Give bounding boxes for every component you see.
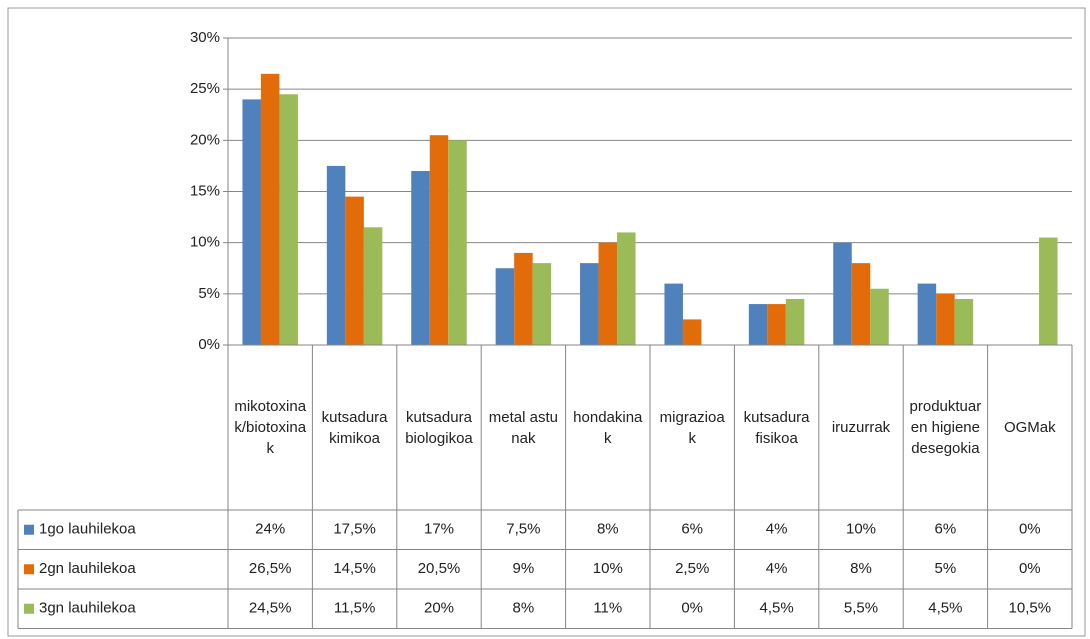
bar	[448, 140, 467, 345]
bar	[870, 288, 889, 345]
value-label: 10%	[846, 521, 876, 538]
bar	[833, 242, 852, 345]
y-tick-label: 5%	[198, 285, 220, 302]
value-label: 0%	[1019, 560, 1041, 577]
legend-label: 3gn lauhilekoa	[39, 600, 136, 617]
category-cell: iruzurrak	[831, 419, 891, 436]
x-tick-label: kutsadura kimikoa	[321, 408, 388, 447]
bar	[363, 227, 383, 345]
category-cell: kutsadura kimikoa	[321, 408, 388, 447]
legend-swatch	[24, 524, 34, 535]
x-tick-label: migrazioak	[659, 408, 725, 447]
value-label: 10%	[593, 560, 623, 577]
legend-label: 2gn lauhilekoa	[39, 560, 136, 577]
category-cell: mikotoxinak/biotoxinak	[234, 398, 307, 457]
x-tick-label: iruzurrak	[831, 419, 891, 436]
category-cell: migrazioak	[659, 408, 725, 447]
legend-swatch	[24, 603, 34, 614]
value-label: 11,5%	[334, 600, 375, 617]
x-tick-label: kutsadura biologikoa	[405, 408, 473, 447]
x-tick-label: mikotoxinak/biotoxinak	[234, 398, 307, 457]
bar	[785, 298, 805, 345]
y-tick-label: 0%	[198, 336, 220, 353]
value-label: 26,5%	[249, 560, 292, 577]
value-label: 4%	[766, 560, 788, 577]
bar	[767, 304, 786, 345]
category-cell: kutsadura fisikoa	[743, 408, 810, 447]
y-tick-label: 20%	[190, 131, 220, 148]
value-label: 6%	[681, 521, 703, 538]
category-cell: metal astunak	[488, 408, 558, 447]
category-cell: hondakinak	[573, 408, 643, 447]
bar	[748, 304, 768, 345]
category-cell: OGMak	[1003, 419, 1056, 436]
bar	[917, 283, 937, 345]
value-label: 0%	[1019, 521, 1041, 538]
bar	[598, 242, 618, 345]
bar	[851, 263, 871, 345]
bar	[682, 319, 702, 345]
value-label: 8%	[850, 560, 872, 577]
value-label: 24%	[255, 521, 285, 538]
value-label: 10,5%	[1009, 600, 1052, 617]
value-label: 20%	[424, 600, 454, 617]
value-label: 4,5%	[928, 600, 962, 617]
bar	[345, 196, 364, 345]
value-label: 4,5%	[759, 600, 793, 617]
category-cell: produktuaren higiene desegokia	[909, 398, 982, 457]
bar	[532, 263, 552, 345]
x-tick-label: kutsadura fisikoa	[743, 408, 810, 447]
value-label: 17,5%	[333, 521, 376, 538]
value-label: 17%	[424, 521, 454, 538]
bar	[326, 165, 346, 345]
legend-label: 1go lauhilekoa	[39, 521, 136, 538]
bar	[260, 73, 280, 346]
chart-frame	[7, 7, 1086, 637]
value-label: 24,5%	[249, 600, 292, 617]
bar	[279, 94, 298, 346]
bar	[617, 232, 636, 345]
bar	[664, 283, 683, 345]
value-label: 8%	[597, 521, 619, 538]
category-cell: kutsadura biologikoa	[405, 408, 473, 447]
bar	[1039, 237, 1058, 345]
value-label: 4%	[766, 521, 788, 538]
value-label: 2,5%	[675, 560, 709, 577]
value-label: 0%	[681, 600, 703, 617]
value-label: 14,5%	[333, 560, 376, 577]
bar	[411, 171, 430, 345]
bar	[429, 135, 449, 345]
bar	[242, 99, 261, 346]
bar	[954, 298, 974, 345]
bar	[514, 252, 533, 345]
x-tick-label: hondakinak	[573, 408, 643, 447]
bar	[495, 268, 515, 345]
y-tick-label: 30%	[190, 29, 220, 46]
value-label: 8%	[513, 600, 535, 617]
x-tick-label: produktuaren higiene desegokia	[909, 398, 982, 457]
bar	[580, 263, 599, 345]
y-tick-label: 15%	[190, 182, 220, 199]
value-label: 6%	[935, 521, 957, 538]
value-label: 5,5%	[844, 600, 878, 617]
legend-swatch	[24, 564, 34, 575]
value-label: 9%	[513, 560, 535, 577]
x-tick-label: OGMak	[1003, 419, 1056, 436]
value-label: 20,5%	[418, 560, 461, 577]
x-tick-label: metal astunak	[488, 408, 558, 447]
value-label: 11%	[593, 600, 622, 617]
y-tick-label: 10%	[190, 234, 220, 251]
y-tick-label: 25%	[190, 80, 220, 97]
value-label: 7,5%	[506, 521, 540, 538]
value-label: 5%	[935, 560, 957, 577]
bar	[936, 293, 955, 345]
